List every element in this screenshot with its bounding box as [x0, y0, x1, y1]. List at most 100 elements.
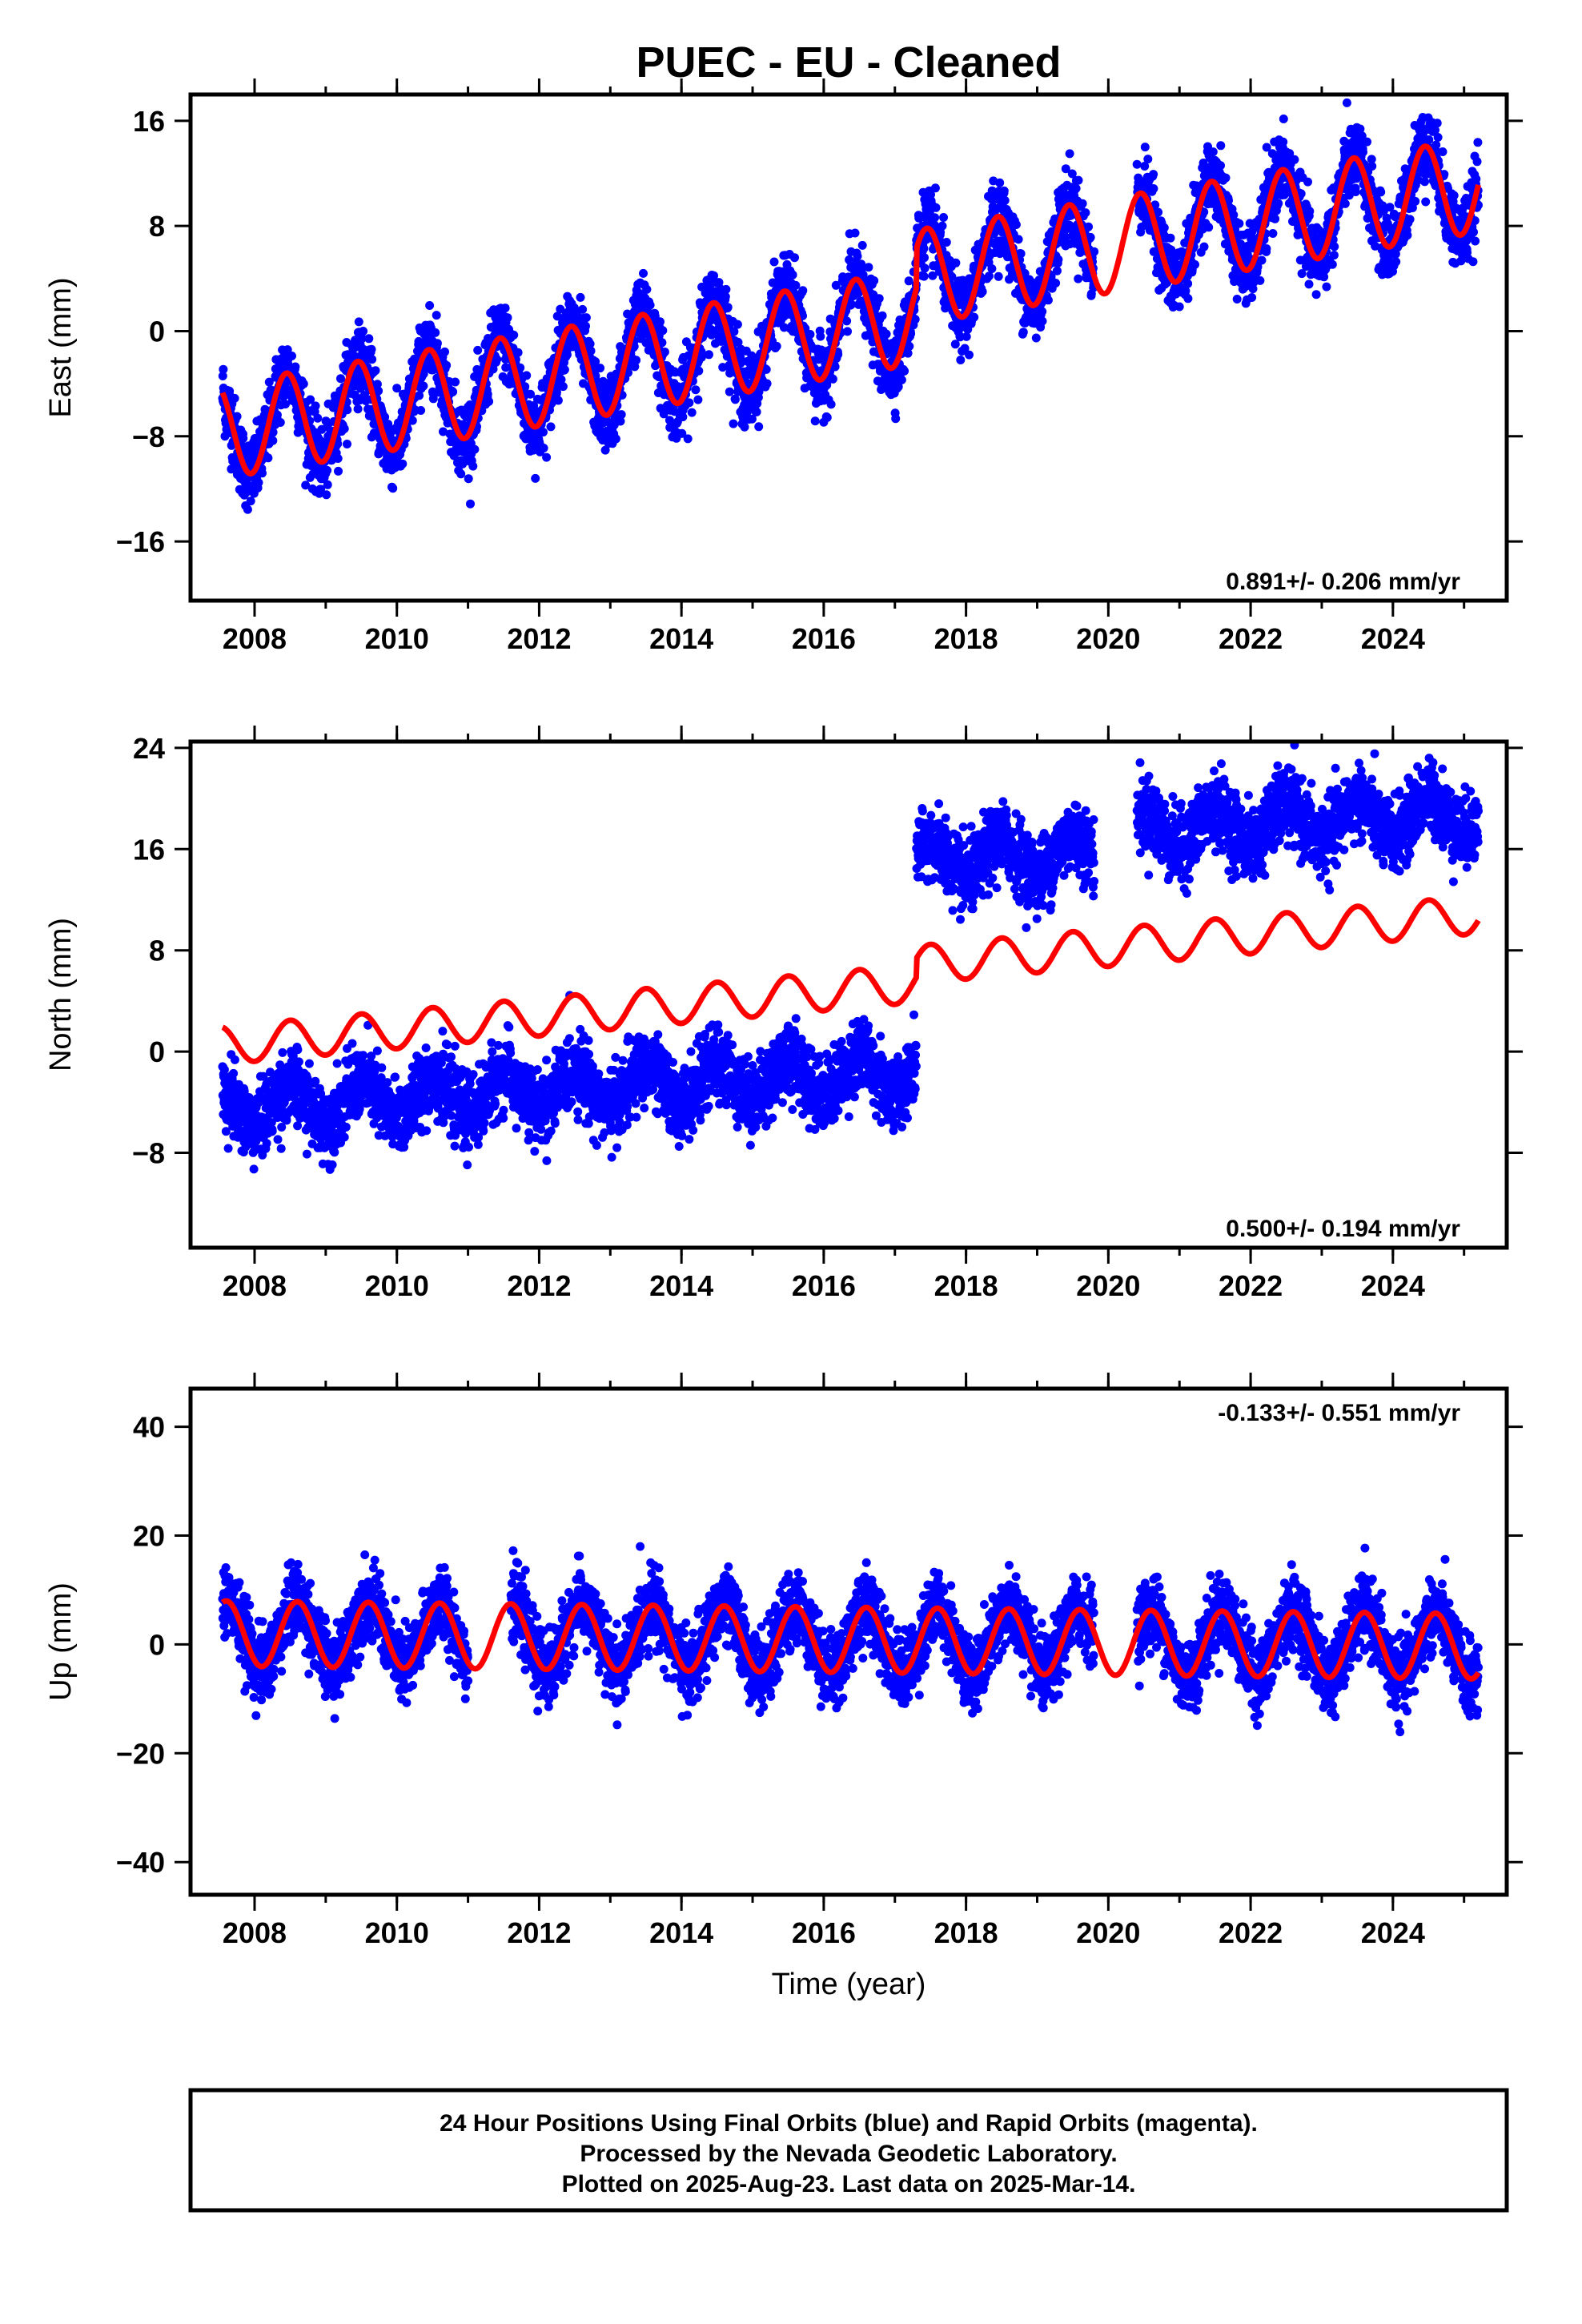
data-point	[218, 372, 227, 380]
data-point	[788, 270, 797, 279]
data-point	[805, 330, 815, 339]
data-point	[1232, 295, 1242, 304]
data-point	[616, 410, 626, 420]
data-point	[705, 350, 713, 360]
data-point	[1199, 242, 1209, 251]
data-point	[468, 461, 478, 471]
data-point	[843, 327, 852, 336]
data-point	[995, 178, 1005, 187]
data-point	[740, 422, 749, 432]
data-point	[562, 350, 572, 360]
data-point	[546, 422, 556, 432]
data-point	[1216, 141, 1226, 151]
data-point	[1329, 251, 1339, 260]
data-point	[881, 329, 891, 339]
data-point	[464, 474, 473, 484]
data-point	[1257, 255, 1267, 265]
data-point	[1081, 208, 1090, 218]
data-point	[1311, 290, 1321, 300]
data-point	[306, 395, 315, 404]
data-point	[994, 271, 1003, 281]
data-point	[526, 389, 535, 399]
data-point	[1303, 177, 1312, 187]
data-point	[1183, 279, 1193, 288]
data-point	[1322, 282, 1331, 292]
data-point	[311, 401, 320, 411]
data-points	[218, 98, 1483, 514]
data-point	[1038, 316, 1047, 326]
data-point	[931, 203, 941, 212]
data-point	[1359, 147, 1367, 157]
data-point	[500, 304, 510, 313]
data-point	[416, 406, 426, 415]
data-point	[1262, 244, 1271, 253]
data-point	[1216, 161, 1225, 171]
data-point	[272, 410, 282, 420]
data-point	[1438, 147, 1447, 156]
data-point	[938, 221, 947, 231]
data-point	[591, 357, 600, 366]
data-point	[333, 454, 343, 463]
data-point	[632, 356, 641, 365]
data-point	[531, 473, 540, 483]
data-point	[367, 355, 377, 364]
data-point	[930, 213, 939, 223]
data-point	[725, 387, 734, 396]
data-point	[359, 327, 368, 336]
data-point	[721, 284, 731, 294]
data-point	[685, 398, 694, 408]
data-point	[905, 341, 914, 351]
data-point	[1132, 159, 1142, 169]
data-point	[1424, 135, 1434, 144]
data-point	[853, 251, 862, 261]
data-point	[1084, 222, 1093, 231]
data-point	[539, 444, 548, 452]
data-point	[578, 304, 588, 314]
data-point	[1065, 149, 1074, 159]
data-point	[586, 346, 596, 356]
data-point	[1140, 143, 1150, 152]
data-point	[1342, 98, 1351, 107]
data-point	[828, 374, 837, 384]
data-point	[239, 433, 248, 443]
data-point	[509, 330, 519, 340]
data-point	[842, 316, 852, 326]
data-point	[1071, 183, 1081, 193]
data-point	[891, 414, 901, 424]
data-point	[1043, 296, 1053, 305]
data-point	[1014, 235, 1023, 244]
data-point	[730, 395, 740, 404]
data-point	[380, 412, 390, 422]
data-point	[877, 311, 887, 320]
data-point	[1255, 275, 1265, 285]
data-point	[1327, 259, 1337, 269]
data-point	[1432, 119, 1442, 128]
data-point	[1305, 207, 1315, 216]
data-point	[956, 356, 966, 364]
data-point	[772, 341, 781, 351]
data-point	[1016, 249, 1026, 259]
data-point	[343, 405, 352, 415]
data-point	[1052, 266, 1062, 275]
data-point	[268, 428, 278, 437]
data-point	[556, 304, 565, 314]
data-point	[322, 490, 331, 500]
data-point	[585, 339, 595, 348]
data-point	[1403, 231, 1412, 240]
data-point	[553, 396, 563, 405]
data-point	[501, 363, 511, 372]
data-point	[645, 300, 655, 310]
data-point	[693, 395, 703, 404]
data-point	[1018, 328, 1028, 337]
data-point	[299, 379, 308, 388]
data-point	[900, 366, 909, 376]
data-point	[336, 374, 345, 384]
data-point	[1363, 137, 1371, 147]
data-point	[1376, 187, 1386, 197]
data-point	[1340, 199, 1350, 208]
data-point	[1367, 162, 1377, 171]
data-point	[483, 389, 492, 399]
data-point	[542, 452, 552, 462]
data-point	[1143, 155, 1153, 164]
data-point	[769, 257, 779, 267]
